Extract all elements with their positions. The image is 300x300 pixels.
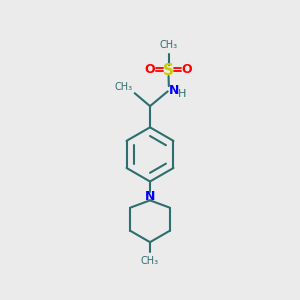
- Text: O: O: [145, 63, 155, 76]
- Text: N: N: [145, 190, 155, 203]
- Text: CH₃: CH₃: [141, 256, 159, 266]
- Text: S: S: [163, 63, 174, 78]
- Text: H: H: [178, 89, 186, 99]
- Text: CH₃: CH₃: [160, 40, 178, 50]
- Text: O: O: [182, 63, 192, 76]
- Text: N: N: [169, 84, 179, 97]
- Text: CH₃: CH₃: [115, 82, 133, 92]
